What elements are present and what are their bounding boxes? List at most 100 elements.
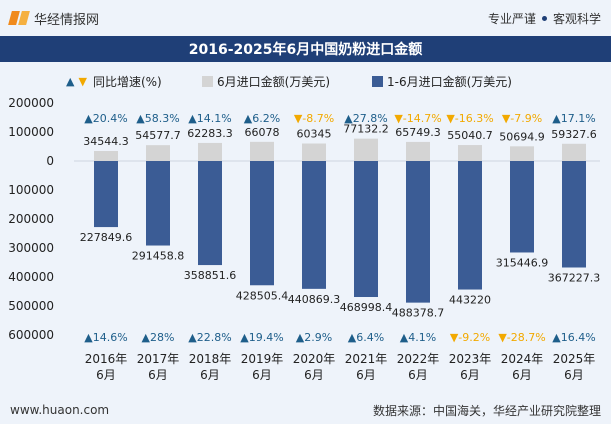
arrow-down-icon: ▼ [78,75,87,88]
x-tick-label: 6月 [512,368,532,382]
data-label-current: 54577.7 [135,129,181,142]
x-tick-label: 6月 [460,368,480,382]
y-tick-label: 200000 [8,212,54,226]
growth-label-cumulative: ▲14.6% [84,331,127,344]
data-label-current: 65749.3 [395,126,441,139]
growth-label-cumulative: ▲28% [142,331,175,344]
growth-label-cumulative: ▼-28.7% [498,331,545,344]
x-tick-label: 2021年 [345,352,388,366]
y-tick-label: 300000 [8,241,54,255]
data-label-current: 60345 [297,127,332,140]
bar-cumulative [146,161,170,246]
top-bar: 华经情报网 专业严谨 客观科学 [0,0,611,36]
bar-current [146,145,170,161]
data-label-cumulative: 291458.8 [132,250,185,263]
x-tick-label: 2024年 [501,352,544,366]
growth-label-current: ▲14.1% [188,112,231,125]
bar-cumulative [458,161,482,290]
x-tick-label: 2016年 [85,352,128,366]
bar-current [302,143,326,161]
x-tick-label: 6月 [304,368,324,382]
data-label-cumulative: 440869.3 [288,293,341,306]
legend-item-cumulative: 1-6月进口金额(万美元) [372,73,512,90]
bar-cumulative [510,161,534,253]
x-tick-label: 2019年 [241,352,284,366]
x-tick-label: 2017年 [137,352,180,366]
data-label-current: 34544.3 [83,135,129,148]
x-tick-label: 6月 [200,368,220,382]
growth-label-cumulative: ▲22.8% [188,331,231,344]
growth-label-cumulative: ▼-9.2% [450,331,490,344]
brand-name: 华经情报网 [34,12,100,28]
data-label-cumulative: 358851.6 [184,269,237,282]
data-label-current: 59327.6 [551,128,597,141]
x-tick-label: 2023年 [449,352,492,366]
y-tick-label: 0 [46,154,54,168]
growth-label-current: ▲27.8% [344,112,387,125]
legend-item-current: 6月进口金额(万美元) [202,73,330,90]
y-tick-label: 200000 [8,96,54,110]
bullet-dot-icon [541,15,547,21]
bar-current [458,145,482,161]
data-label-cumulative: 488378.7 [392,307,445,320]
growth-label-current: ▼-8.7% [294,112,334,125]
x-tick-label: 6月 [96,368,116,382]
legend-label-cumulative: 1-6月进口金额(万美元) [387,75,512,89]
data-label-cumulative: 315446.9 [496,256,549,269]
x-tick-label: 2020年 [293,352,336,366]
data-label-current: 66078 [245,126,280,139]
footer-url: www.huaon.com [10,403,110,417]
growth-label-current: ▲17.1% [552,112,595,125]
growth-label-cumulative: ▲19.4% [240,331,283,344]
growth-label-current: ▲58.3% [136,112,179,125]
x-tick-label: 6月 [564,368,584,382]
growth-label-current: ▼-16.3% [446,112,493,125]
growth-label-current: ▼-14.7% [394,112,441,125]
data-label-cumulative: 428505.4 [236,289,289,302]
bar-current [198,142,222,161]
bar-cumulative [250,161,274,286]
x-tick-label: 2018年 [189,352,232,366]
data-label-current: 77132.2 [343,123,389,136]
bar-current [354,138,378,161]
bar-cumulative [406,161,430,303]
y-tick-label: 400000 [8,270,54,284]
legend-label-growth: 同比增速(%) [92,75,162,89]
bar-current [250,141,274,161]
y-tick-label: 100000 [8,183,54,197]
slogan-right: 客观科学 [552,11,601,26]
x-tick-label: 6月 [252,368,272,382]
data-label-cumulative: 468998.4 [340,301,393,314]
growth-label-cumulative: ▲6.4% [348,331,384,344]
x-tick-label: 6月 [148,368,168,382]
footer-source: 数据来源：中国海关，华经产业研究院整理 [372,403,601,418]
growth-label-cumulative: ▲16.4% [552,331,595,344]
data-label-current: 55040.7 [447,129,493,142]
bar-current [510,146,534,161]
bar-cumulative [354,161,378,298]
bar-cumulative [198,161,222,266]
slogan: 专业严谨 客观科学 [488,10,601,27]
y-tick-label: 500000 [8,299,54,313]
x-tick-label: 2022年 [397,352,440,366]
footer-bar: www.huaon.com 数据来源：中国海关，华经产业研究院整理 [0,396,611,424]
x-tick-label: 6月 [408,368,428,382]
bar-cumulative [562,161,586,268]
bar-cumulative [94,161,118,228]
brand-logo-icon [8,11,30,25]
y-tick-label: 100000 [8,125,54,139]
data-label-cumulative: 367227.3 [548,271,601,284]
data-label-current: 62283.3 [187,127,233,140]
chart-title: 2016-2025年6月中国奶粉进口金额 [0,36,611,62]
legend-swatch-cumulative [372,76,383,87]
arrow-up-icon: ▲ [66,75,75,88]
legend-swatch-current [202,76,213,87]
brand: 华经情报网 [8,9,100,28]
bar-current [406,141,430,161]
x-tick-label: 6月 [356,368,376,382]
growth-label-current: ▲20.4% [84,112,127,125]
bar-current [562,143,586,161]
chart-plot: 200000 100000 0 100000 200000 300000 400000 500… [8,96,601,382]
bar-current [94,150,118,161]
growth-label-cumulative: ▲2.9% [296,331,332,344]
